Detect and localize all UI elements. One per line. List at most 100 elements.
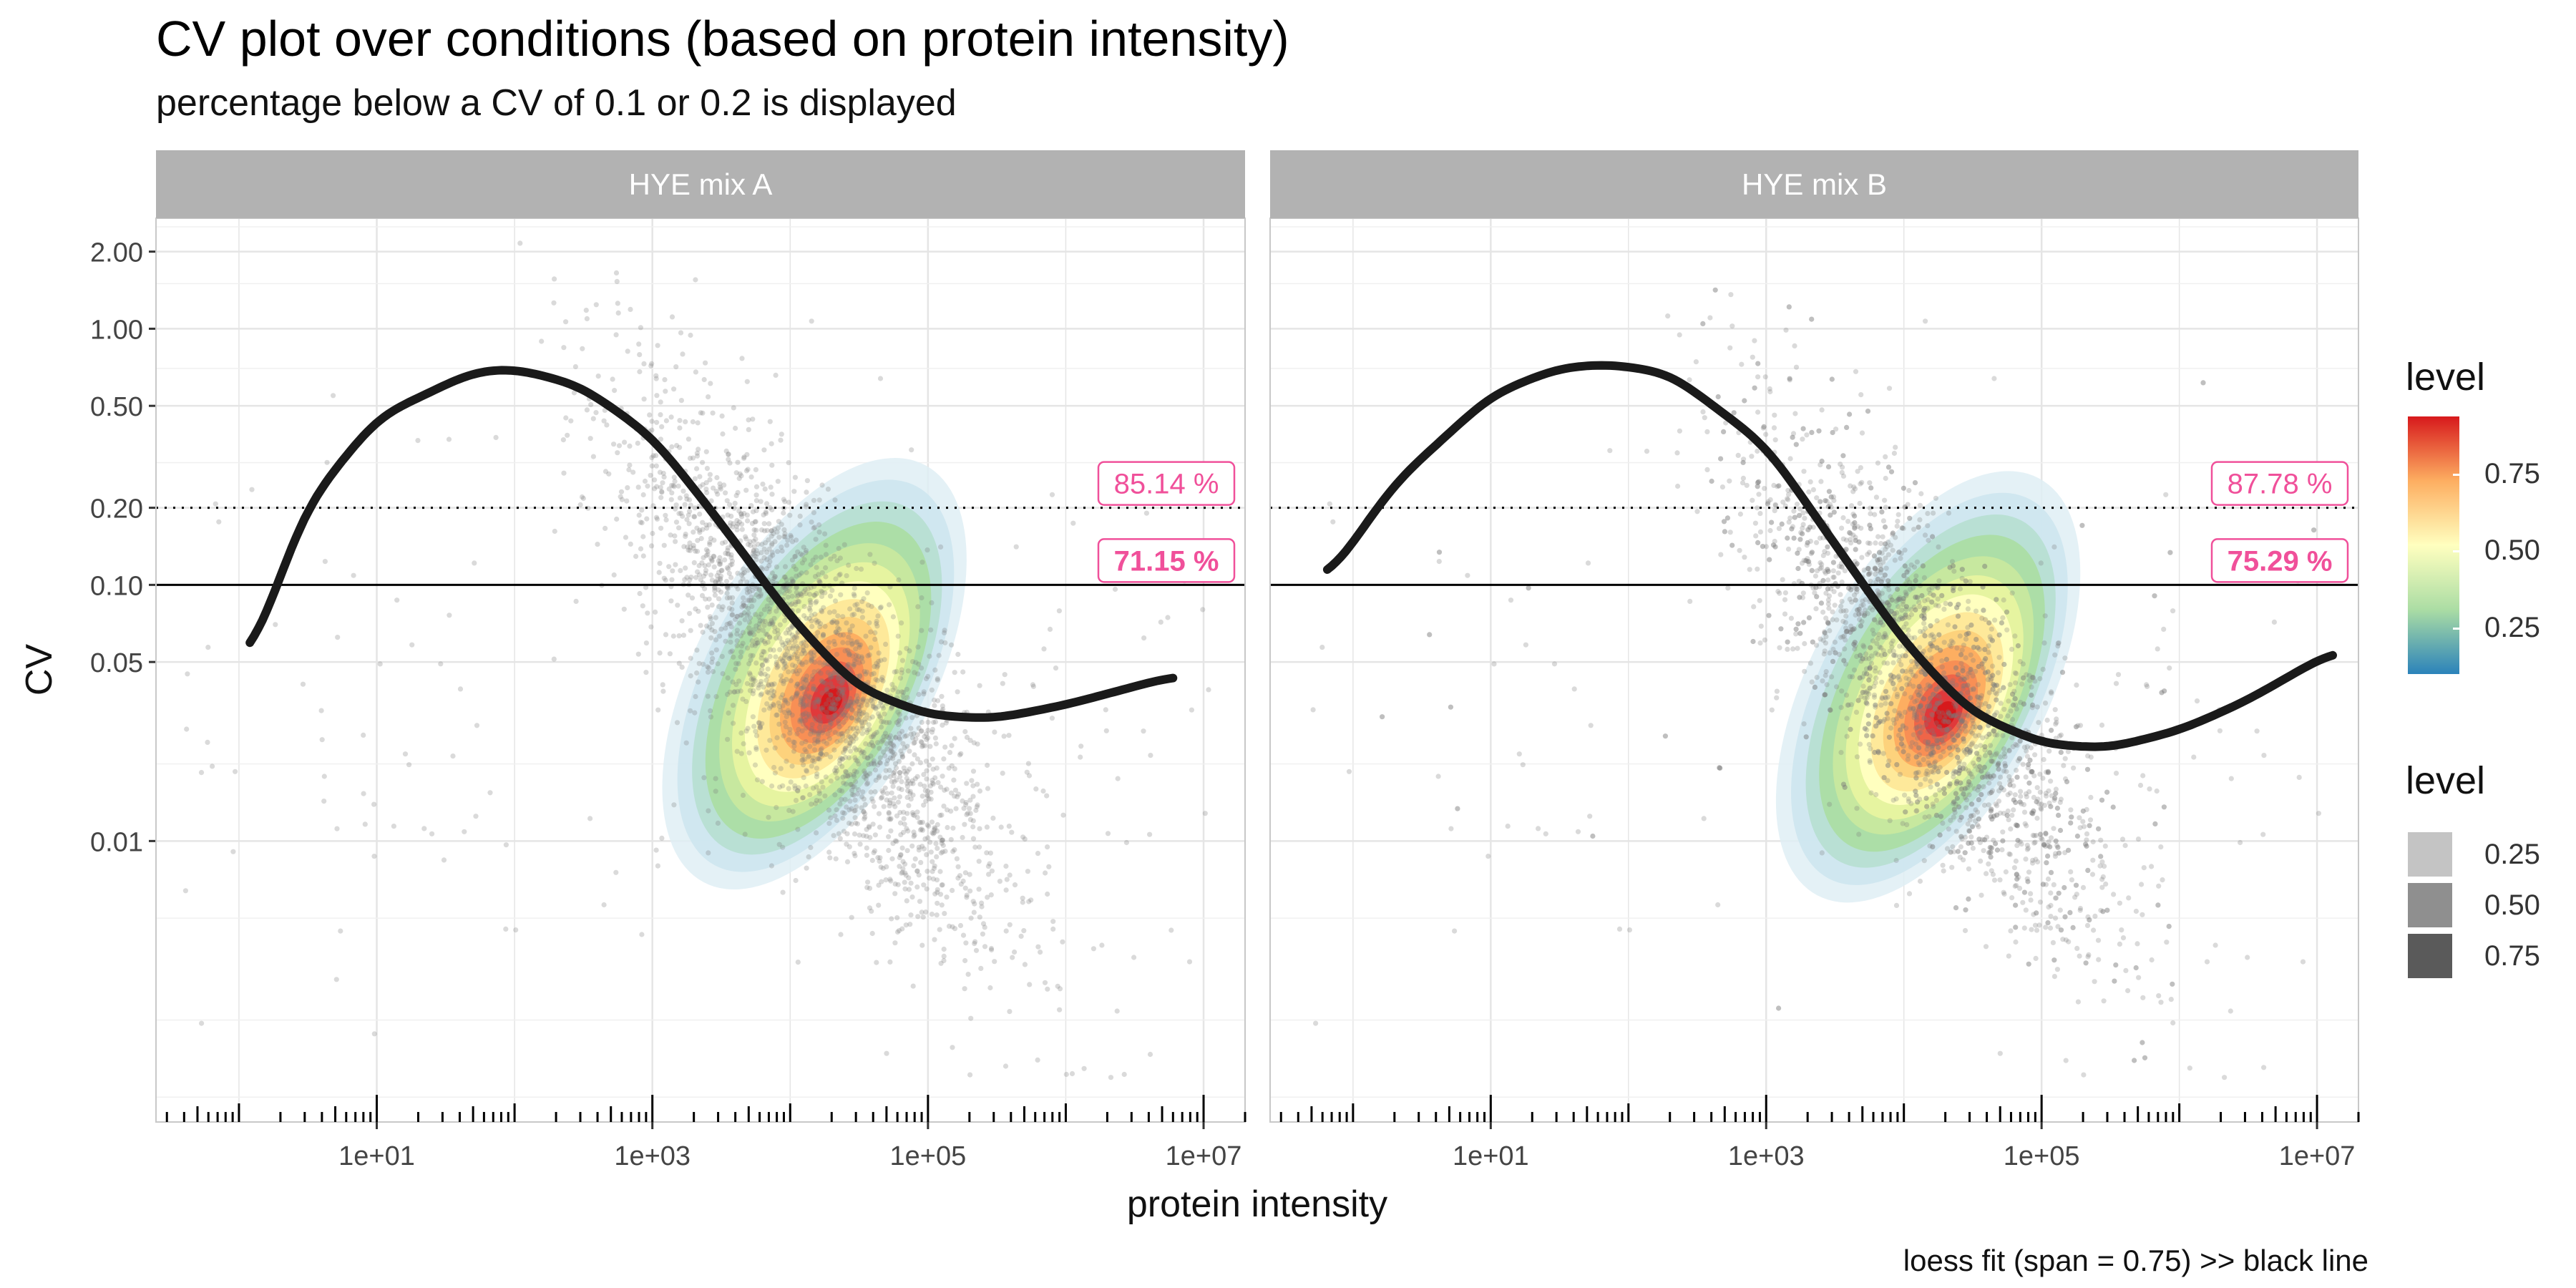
- data-point: [1906, 676, 1912, 683]
- data-point: [836, 686, 841, 691]
- data-point: [928, 849, 934, 855]
- data-point: [1979, 791, 1984, 798]
- data-point: [1797, 537, 1803, 542]
- data-point: [2007, 852, 2013, 857]
- data-point: [1829, 674, 1835, 680]
- data-point: [1755, 448, 1760, 454]
- data-point: [741, 510, 747, 517]
- data-point: [1960, 712, 1966, 718]
- data-point: [1854, 754, 1860, 760]
- data-point: [774, 660, 779, 665]
- data-point: [2077, 953, 2082, 959]
- data-point: [677, 418, 683, 424]
- data-point: [1939, 664, 1945, 670]
- data-point: [886, 834, 892, 839]
- data-point: [2044, 769, 2049, 775]
- data-point: [808, 650, 814, 656]
- data-point: [1852, 525, 1858, 531]
- data-point: [1769, 519, 1775, 525]
- data-point: [923, 675, 930, 682]
- data-point: [930, 766, 936, 772]
- data-point: [666, 564, 672, 570]
- data-point: [804, 768, 809, 774]
- data-point: [887, 800, 893, 806]
- data-point: [1881, 634, 1887, 640]
- data-point: [1933, 602, 1939, 608]
- data-point: [1858, 623, 1864, 629]
- data-point: [877, 855, 883, 861]
- data-point: [1850, 489, 1856, 494]
- data-point: [709, 577, 716, 583]
- data-point: [760, 628, 766, 633]
- data-point: [1772, 544, 1778, 550]
- data-point: [1848, 627, 1854, 633]
- data-point: [1838, 608, 1844, 614]
- data-point: [2170, 1020, 2176, 1026]
- data-point: [2041, 640, 2047, 646]
- data-point: [846, 634, 852, 640]
- data-point: [1158, 619, 1163, 625]
- data-point: [777, 647, 783, 653]
- data-point: [1900, 723, 1906, 728]
- data-point: [1840, 473, 1847, 479]
- data-point: [831, 702, 837, 708]
- data-point: [1825, 620, 1830, 625]
- data-point: [1825, 577, 1831, 583]
- data-point: [1804, 542, 1810, 548]
- data-point: [1813, 606, 1819, 612]
- data-point: [1890, 660, 1896, 665]
- data-point: [1986, 703, 1992, 710]
- data-point: [2056, 812, 2062, 818]
- data-point: [601, 418, 607, 424]
- data-point: [683, 565, 688, 571]
- data-point: [663, 418, 670, 424]
- data-point: [820, 705, 826, 711]
- data-point: [920, 743, 926, 748]
- data-point: [1971, 813, 1976, 819]
- data-point: [2070, 924, 2076, 930]
- data-point: [1822, 648, 1828, 654]
- data-point: [2154, 788, 2160, 794]
- data-point: [745, 542, 751, 547]
- data-point: [791, 739, 797, 746]
- data-point: [909, 894, 915, 900]
- y-axis-title: CV: [19, 644, 60, 696]
- data-point: [1839, 525, 1845, 531]
- data-point: [674, 720, 680, 726]
- data-point: [818, 721, 824, 726]
- data-point: [2080, 884, 2087, 890]
- data-point: [963, 799, 969, 806]
- data-point: [1958, 652, 1964, 658]
- data-point: [879, 703, 885, 709]
- data-point: [2012, 670, 2018, 675]
- data-point: [686, 497, 693, 503]
- data-point: [1793, 631, 1799, 637]
- data-point: [796, 785, 801, 791]
- data-point: [894, 839, 899, 844]
- data-point: [763, 640, 769, 646]
- data-point: [713, 693, 719, 700]
- data-point: [1976, 754, 1982, 760]
- data-point: [2042, 701, 2049, 706]
- data-point: [1792, 411, 1798, 416]
- data-point: [876, 650, 882, 656]
- data-point: [653, 376, 659, 381]
- data-point: [1147, 1051, 1153, 1058]
- data-point: [2031, 912, 2036, 917]
- data-point: [785, 627, 791, 633]
- data-point: [1873, 650, 1878, 656]
- data-point: [703, 567, 709, 573]
- data-point: [726, 570, 732, 576]
- data-point: [751, 688, 756, 693]
- data-point: [2009, 812, 2015, 818]
- data-point: [852, 755, 858, 761]
- data-point: [1916, 760, 1921, 766]
- data-point: [1963, 723, 1968, 729]
- data-point: [1827, 801, 1833, 807]
- data-point: [1870, 628, 1875, 633]
- data-point: [1921, 620, 1927, 626]
- data-point: [1889, 597, 1895, 603]
- data-point: [895, 799, 901, 805]
- data-point: [833, 856, 839, 862]
- data-point: [1916, 704, 1921, 710]
